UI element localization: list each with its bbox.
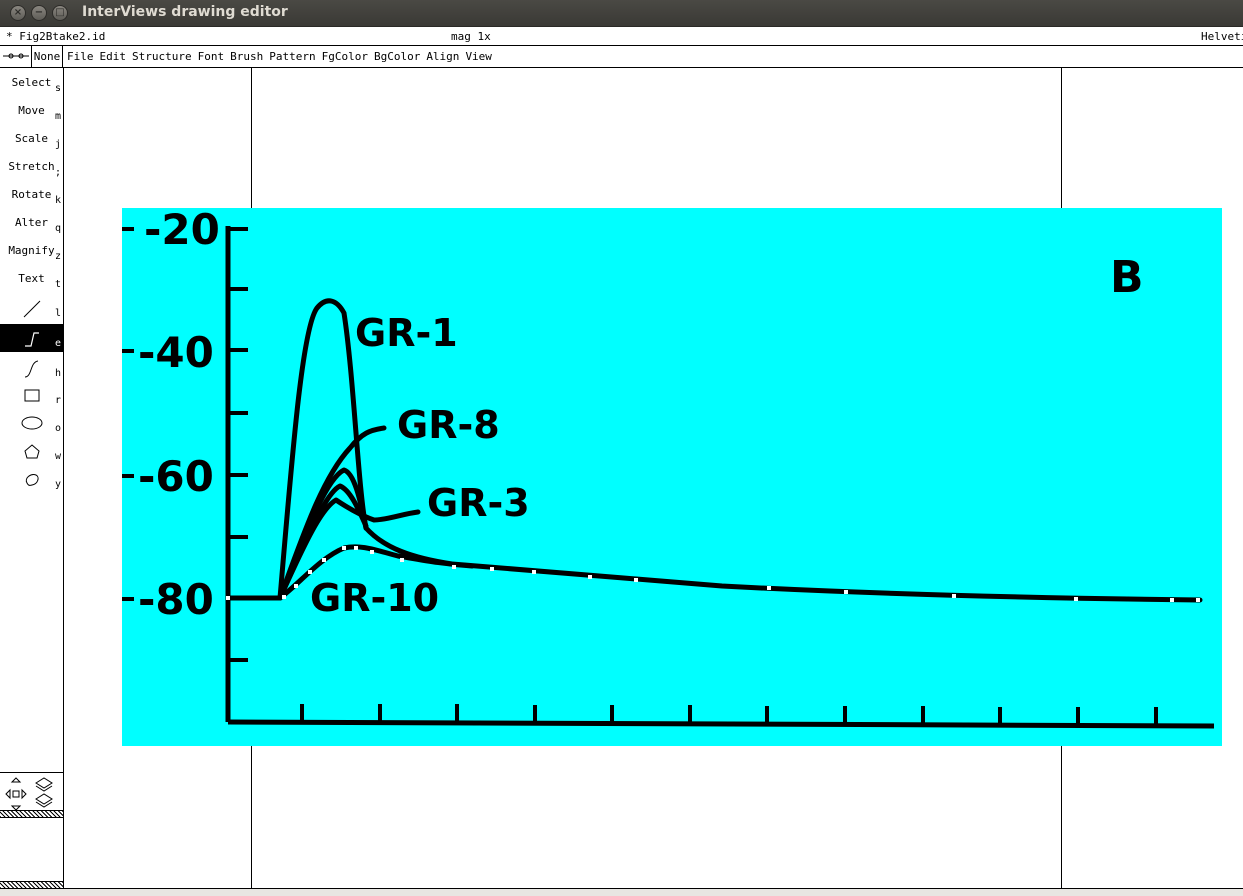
pattern-indicator: None xyxy=(32,46,63,67)
curve-gr-10 xyxy=(225,544,475,601)
y-tick-label-60: -60 xyxy=(138,452,214,501)
y-tick-label-80: -80 xyxy=(138,575,214,624)
window-bottom-edge xyxy=(0,888,1243,896)
file-name: * Fig2Btake2.id xyxy=(6,30,106,43)
tool-palette: Select s Move m Scale j Stretch; Rotate k Al… xyxy=(0,68,64,892)
close-icon: × xyxy=(13,7,23,18)
brush-indicator xyxy=(0,46,32,67)
x-axis xyxy=(227,719,1215,729)
menu-brush[interactable]: Brush xyxy=(230,50,264,63)
label-gr-8: GR-8 xyxy=(397,403,500,447)
figure-graphic: -20 -40 -60 -80 xyxy=(122,208,1222,746)
brush-arrow-icon xyxy=(3,53,29,59)
tool-multiline[interactable]: e xyxy=(0,324,63,352)
y-tick-label-20: -20 xyxy=(144,208,220,254)
tool-open-spline[interactable]: h xyxy=(0,354,63,382)
y-tick-label-40: -40 xyxy=(138,328,214,377)
figure-background xyxy=(122,208,1222,746)
pan-zoom-controls xyxy=(0,772,63,814)
polygon-icon xyxy=(24,444,40,459)
tool-select[interactable]: Select s xyxy=(11,76,61,94)
curve-gr-3-b xyxy=(277,483,369,601)
menu-structure[interactable]: Structure xyxy=(132,50,192,63)
menu-view[interactable]: View xyxy=(465,50,492,63)
label-gr-3: GR-3 xyxy=(427,481,530,525)
curve-gr-8-b xyxy=(277,467,369,601)
tool-closed-spline[interactable]: y xyxy=(0,465,63,493)
tool-polygon[interactable]: w xyxy=(0,437,63,465)
tool-line[interactable]: l xyxy=(0,294,63,322)
menu-font[interactable]: Font xyxy=(197,50,225,63)
menu-edit[interactable]: Edit xyxy=(99,50,127,63)
maximize-icon: □ xyxy=(55,7,65,18)
window-title: InterViews drawing editor xyxy=(82,4,288,20)
menu-file[interactable]: File xyxy=(67,50,94,63)
tool-stretch[interactable]: Stretch; xyxy=(8,160,61,178)
tool-text[interactable]: Text t xyxy=(18,272,61,290)
label-gr-1: GR-1 xyxy=(355,311,458,355)
menu-pattern[interactable]: Pattern xyxy=(269,50,316,63)
tool-move[interactable]: Move m xyxy=(18,104,61,122)
menu-bgcolor[interactable]: BgColor xyxy=(373,50,421,63)
tool-alter[interactable]: Alter q xyxy=(14,216,61,234)
info-bar: * Fig2Btake2.id mag 1x Helveti xyxy=(0,27,1243,46)
magnification-readout: mag 1x xyxy=(451,30,491,43)
palette-hatch-top xyxy=(0,810,63,818)
gr-10-dots xyxy=(226,546,1200,602)
tool-ellipse[interactable]: o xyxy=(0,409,63,437)
panner-icon[interactable] xyxy=(0,773,63,815)
tool-scale[interactable]: Scale j xyxy=(14,132,61,150)
open-spline-icon xyxy=(24,360,39,378)
tool-rectangle[interactable]: r xyxy=(0,381,63,409)
rectangle-icon xyxy=(24,389,40,402)
menu-align[interactable]: Align xyxy=(426,50,460,63)
menu-bar: None File Edit Structure Font Brush Pattern Fg… xyxy=(0,46,1243,68)
tool-magnify[interactable]: Magnify z xyxy=(8,244,61,262)
ellipse-icon xyxy=(21,416,43,430)
minimize-icon: − xyxy=(34,7,44,18)
maximize-window-button[interactable]: □ xyxy=(52,5,68,21)
label-gr-10: GR-10 xyxy=(310,576,439,620)
window-titlebar: × − □ InterViews drawing editor xyxy=(0,0,1243,27)
menu-fgcolor[interactable]: FgColor xyxy=(321,50,368,63)
multiline-icon xyxy=(25,332,39,347)
x-axis-ticks xyxy=(300,704,1158,725)
close-window-button[interactable]: × xyxy=(10,5,26,21)
current-font: Helveti xyxy=(1201,30,1243,43)
menus: File Edit Structure Font Brush Pattern FgColor… xyxy=(67,46,498,67)
panel-letter-b: B xyxy=(1110,252,1144,303)
scanned-figure[interactable]: -20 -40 -60 -80 xyxy=(122,208,1222,746)
tool-rotate[interactable]: Rotate k xyxy=(11,188,61,206)
minimize-window-button[interactable]: − xyxy=(31,5,47,21)
closed-spline-icon xyxy=(25,474,39,486)
line-icon xyxy=(23,300,41,318)
